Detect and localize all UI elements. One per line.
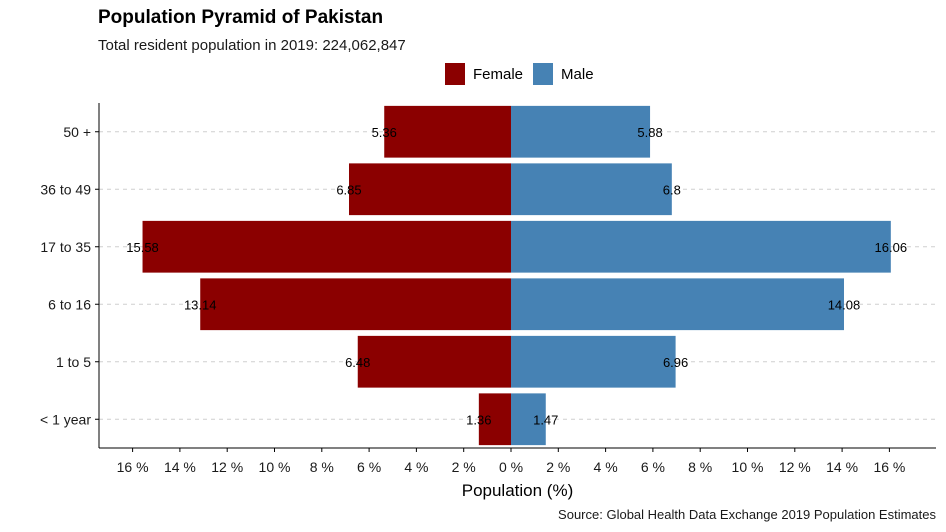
x-tick-label: 6 % (641, 459, 665, 475)
bar-female (200, 278, 511, 331)
legend-swatch-male (533, 63, 554, 85)
y-tick-label: 6 to 16 (48, 296, 91, 312)
legend-swatch-female (445, 63, 465, 85)
y-tick-label: 50 + (63, 124, 91, 140)
bar-female (384, 105, 511, 158)
x-tick-label: 10 % (732, 459, 764, 475)
x-tick-label: 16 % (117, 459, 149, 475)
x-tick-label: 2 % (452, 459, 476, 475)
x-tick-label: 4 % (594, 459, 618, 475)
data-label-female: 15.58 (126, 240, 159, 255)
legend-label-female: Female (473, 65, 524, 83)
legend-item-female: Female (445, 63, 523, 85)
x-axis-title: Population (%) (462, 481, 574, 500)
x-tick-label: 4 % (404, 459, 428, 475)
x-tick-label: 6 % (357, 459, 381, 475)
x-tick-label: 14 % (164, 459, 196, 475)
data-label-male: 5.88 (637, 125, 662, 140)
y-tick-label: 36 to 49 (40, 181, 91, 197)
bar-male (511, 393, 546, 446)
bar-female (357, 335, 511, 388)
data-label-female: 5.36 (372, 125, 397, 140)
x-tick-label: 16 % (873, 459, 905, 475)
x-tick-label: 14 % (826, 459, 858, 475)
bar-male (511, 278, 844, 331)
data-label-male: 1.47 (533, 412, 558, 427)
bar-male (511, 335, 676, 388)
data-label-female: 1.36 (466, 412, 491, 427)
y-tick-label: 1 to 5 (56, 354, 91, 370)
chart-title: Population Pyramid of Pakistan (98, 7, 384, 28)
bar-male (511, 163, 672, 216)
x-tick-label: 2 % (546, 459, 570, 475)
chart-caption: Source: Global Health Data Exchange 2019… (558, 507, 936, 522)
chart-subtitle: Total resident population in 2019: 224,0… (98, 37, 406, 54)
y-tick-label: 17 to 35 (40, 239, 91, 255)
bar-male (511, 220, 891, 273)
data-label-male: 6.8 (663, 182, 681, 197)
bar-male (511, 105, 651, 158)
x-tick-label: 0 % (499, 459, 523, 475)
data-label-male: 14.08 (828, 297, 861, 312)
x-tick-label: 8 % (688, 459, 712, 475)
x-tick-label: 8 % (310, 459, 334, 475)
y-tick-label: < 1 year (40, 411, 91, 427)
legend-label-male: Male (561, 65, 594, 83)
data-label-female: 13.14 (184, 297, 217, 312)
data-label-female: 6.48 (345, 355, 370, 370)
legend: Female Male (445, 63, 604, 85)
legend-item-male: Male (533, 63, 594, 85)
bar-female (348, 163, 511, 216)
bar-female (478, 393, 511, 446)
data-label-male: 16.06 (875, 240, 908, 255)
bar-female (142, 220, 511, 273)
data-label-male: 6.96 (663, 355, 688, 370)
data-label-female: 6.85 (336, 182, 361, 197)
x-tick-label: 12 % (211, 459, 243, 475)
x-tick-label: 12 % (779, 459, 811, 475)
x-tick-label: 10 % (259, 459, 291, 475)
